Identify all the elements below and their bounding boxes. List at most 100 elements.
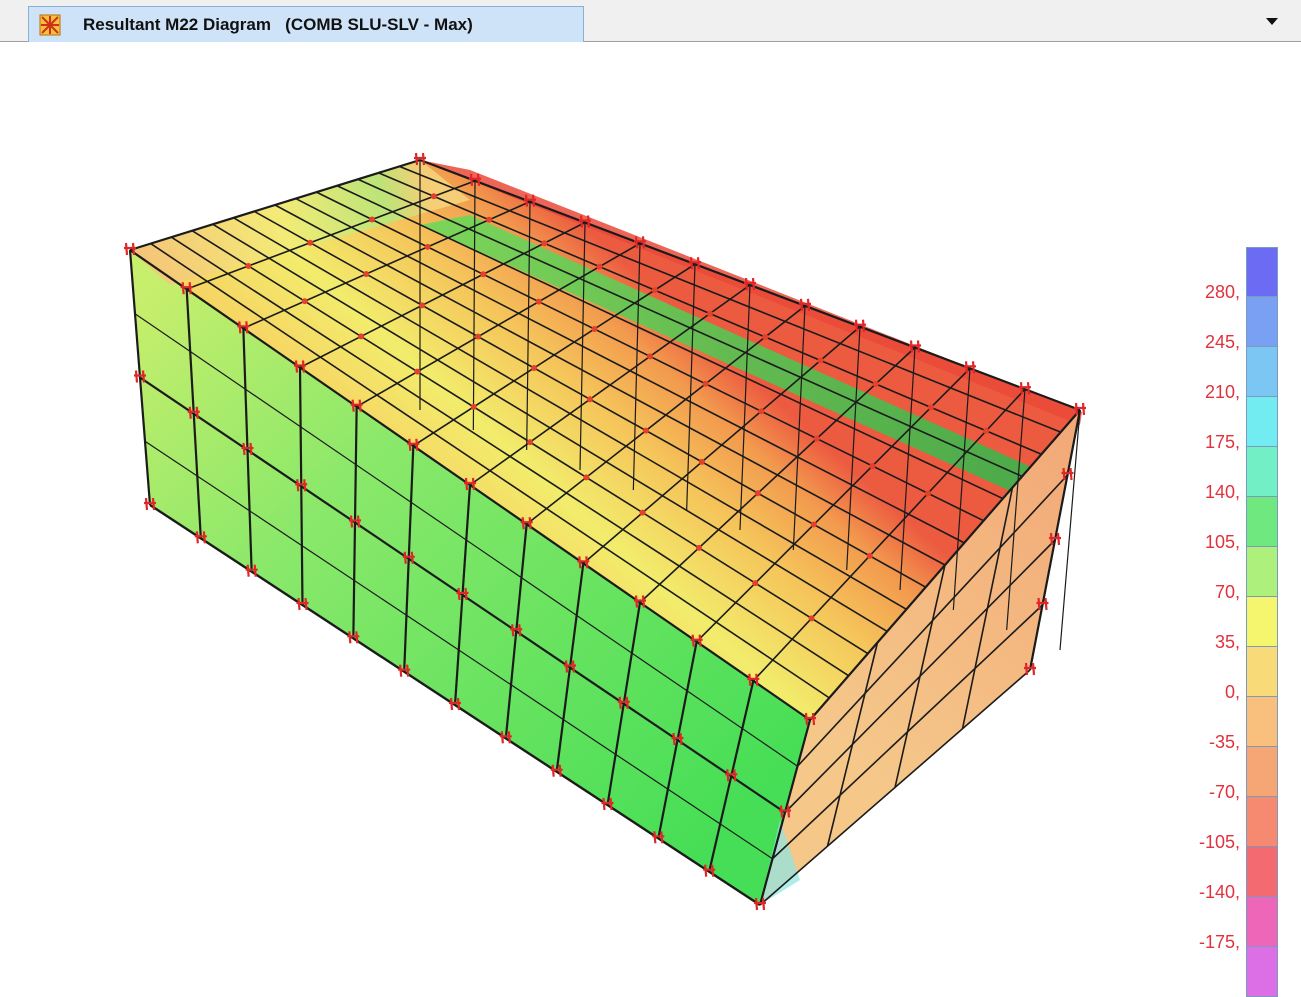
roof-beam (129, 158, 421, 252)
roof-edge-restraint (520, 517, 533, 530)
roof-beam (639, 346, 916, 604)
roof-joint (424, 243, 431, 250)
legend-swatch (1246, 697, 1278, 747)
roof-beam (243, 200, 531, 330)
roof-edge-restraint (577, 556, 590, 569)
roof-joint (470, 403, 477, 410)
legend-label: 35, (1214, 632, 1240, 652)
roof-edge-restraint (180, 282, 193, 295)
legend-swatch (1246, 847, 1278, 897)
back-column (792, 305, 806, 551)
roof-joint (695, 544, 702, 551)
legend-label: -175, (1198, 932, 1240, 952)
m22-resultant-3d-model[interactable] (0, 42, 1170, 949)
legend-label: 140, (1204, 482, 1240, 502)
base-restraint (754, 897, 766, 911)
mid-beam-restraint (241, 442, 254, 456)
roof-edge-restraint (237, 321, 250, 334)
legend-label: -70, (1208, 782, 1240, 802)
side-restraint (1049, 532, 1061, 546)
back-column (686, 264, 696, 511)
roof-joint (651, 287, 658, 294)
front-brace (144, 440, 773, 860)
back-column (952, 368, 971, 611)
legend-label: 105, (1204, 532, 1240, 552)
roof-joint (369, 216, 376, 223)
back-edge-restraint (1074, 402, 1086, 416)
side-wall (760, 410, 1080, 905)
roof-edge-restraint (350, 399, 363, 412)
restraint-markers (124, 152, 1086, 911)
side-beam (759, 669, 1031, 906)
roof-edge-restraint (124, 242, 136, 256)
base-restraint (296, 597, 309, 611)
roof-joint (647, 353, 653, 360)
roof-joint (480, 271, 487, 278)
back-edge-restraint (414, 152, 426, 166)
back-edge-restraint (799, 298, 811, 311)
back-edge-restraint (634, 236, 646, 249)
roof-joint (927, 404, 934, 411)
roof-joint (596, 263, 603, 270)
roof-edge-restraint (634, 595, 646, 608)
model-viewport[interactable]: 280, 245, 210, 175, 140, 105, 70, 35, 0, -35, -70,… (0, 42, 1301, 997)
legend-swatch (1246, 747, 1278, 797)
roof-joint (301, 298, 308, 305)
roof-edge-restraint (407, 438, 420, 451)
roof-joint (475, 333, 482, 340)
back-edge-restraint (854, 319, 866, 332)
roof-edge-restraint (747, 673, 760, 686)
side-restraint (1024, 662, 1036, 676)
roof-joint (541, 240, 548, 247)
legend-label: 245, (1204, 332, 1240, 352)
front-mid-beam (139, 376, 786, 814)
roof-edge-restraint (294, 360, 306, 373)
roof-joint (486, 216, 493, 223)
roof-surface (130, 160, 1080, 720)
roof-joint (707, 310, 713, 317)
legend-swatch (1246, 447, 1278, 497)
mid-beam-restraint (671, 732, 684, 746)
tab-resultant-m22-diagram[interactable]: Resultant M22 Diagram (COMB SLU-SLV - Ma… (28, 6, 584, 42)
roof-joint (587, 396, 593, 403)
legend-swatch (1246, 547, 1278, 597)
back-column (1059, 409, 1081, 651)
roof-edge-restraint (804, 712, 816, 726)
roof-joint (754, 490, 761, 497)
back-edge-restraint (1019, 382, 1031, 395)
back-column (739, 284, 751, 531)
roof-joint (872, 380, 879, 387)
mid-beam-restraint (510, 624, 523, 637)
back-column (472, 180, 476, 431)
roof-edge-restraint (464, 477, 476, 491)
mid-beam-restraint (779, 805, 791, 818)
roof-joint (583, 474, 590, 481)
back-column (632, 243, 641, 491)
roof-beam (299, 221, 586, 369)
back-edge-restraint (469, 173, 481, 186)
base-restraint (703, 864, 716, 877)
caret-down-icon (1266, 18, 1278, 25)
back-column (846, 326, 861, 571)
side-restraint (1036, 597, 1049, 611)
roof-joint (531, 364, 538, 371)
legend-label: 0, (1224, 682, 1240, 702)
legend-label: 210, (1204, 382, 1240, 402)
mid-beam-restraint (349, 515, 361, 528)
tab-list-dropdown[interactable] (1260, 12, 1284, 32)
back-edge-restraint (744, 277, 756, 291)
base-restraint (449, 697, 461, 711)
roof-joint (762, 334, 769, 341)
legend-label: -140, (1198, 882, 1240, 902)
roof-joint (752, 580, 759, 587)
roof-joint (307, 239, 314, 246)
legend-swatch (1246, 597, 1278, 647)
roof-joint (591, 326, 598, 333)
back-column (899, 347, 916, 591)
joint-markers (245, 193, 990, 622)
legend-swatch (1246, 247, 1278, 297)
base-restraint (245, 564, 258, 577)
roof-beam (696, 367, 971, 643)
front-brace (134, 313, 798, 767)
base-restraint (550, 764, 563, 777)
